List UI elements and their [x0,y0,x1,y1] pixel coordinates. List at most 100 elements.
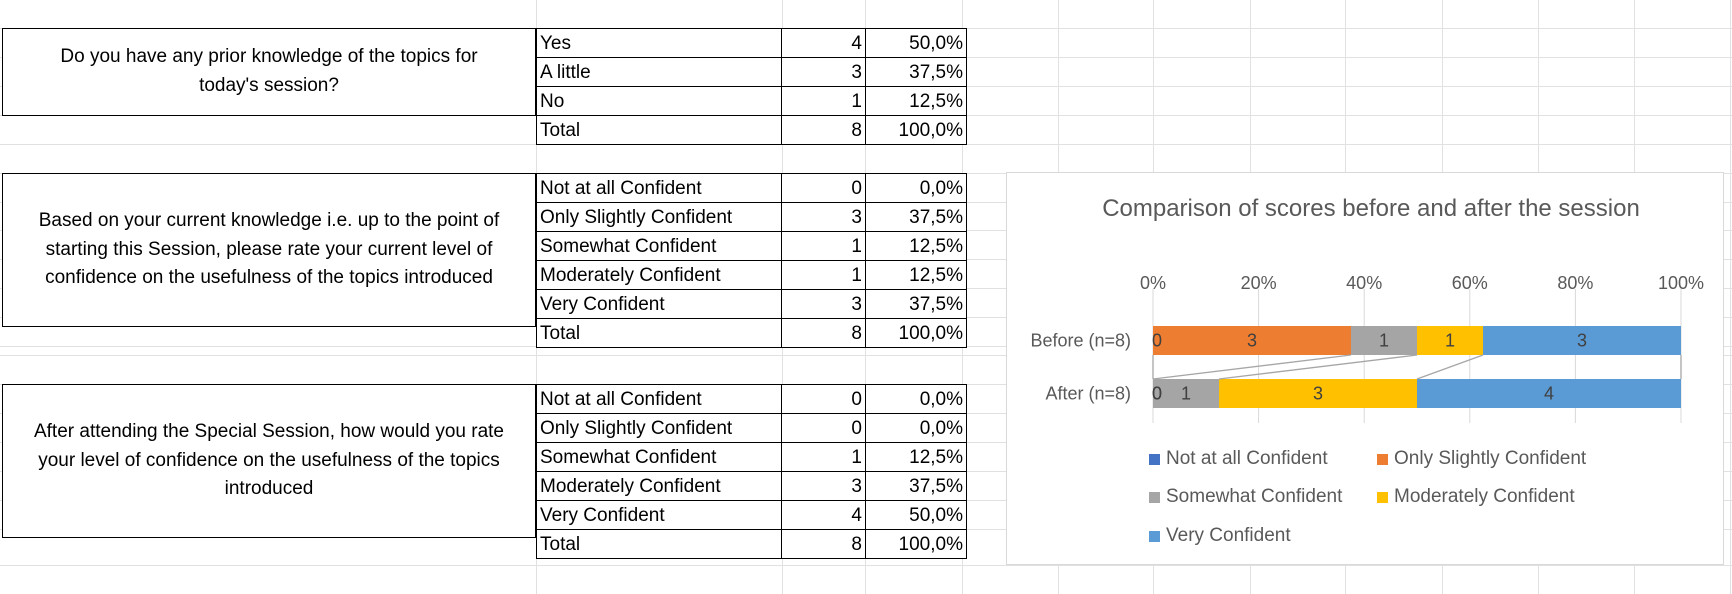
answer-count[interactable]: 1 [781,86,866,116]
answer-label[interactable]: A little [536,57,782,87]
table-row[interactable]: Only Slightly Confident 3 37,5% [536,202,967,232]
answer-count[interactable]: 4 [781,28,866,58]
bar-segment[interactable] [1219,379,1417,408]
response-table-prior-knowledge: Yes 4 50,0% A little 3 37,5% No 1 12,5% … [536,28,967,145]
answer-percent[interactable]: 0,0% [865,413,967,443]
question-line: Do you have any prior knowledge of the t… [60,46,478,68]
data-label: 1 [1379,331,1389,351]
table-row[interactable]: Moderately Confident 1 12,5% [536,260,967,290]
total-label[interactable]: Total [536,318,782,348]
bar-segment[interactable] [1417,326,1483,355]
x-tick-label: 100% [1658,273,1704,293]
answer-percent[interactable]: 0,0% [865,173,967,203]
chart-title[interactable]: Comparison of scores before and after th… [1102,195,1640,222]
table-row[interactable]: A little 3 37,5% [536,57,967,87]
bar-segment[interactable] [1483,326,1681,355]
answer-count[interactable]: 3 [781,57,866,87]
bar-segment[interactable] [1153,326,1351,355]
question-cell-confidence-after[interactable]: After attending the Special Session, how… [2,384,536,538]
table-row[interactable]: Yes 4 50,0% [536,28,967,58]
answer-label[interactable]: Only Slightly Confident [536,413,782,443]
legend-swatch [1149,453,1160,465]
total-percent[interactable]: 100,0% [865,529,967,559]
table-row[interactable]: Very Confident 3 37,5% [536,289,967,319]
legend-item[interactable]: Not at all Confident [1149,448,1328,470]
answer-count[interactable]: 0 [781,384,866,414]
answer-label[interactable]: Somewhat Confident [536,231,782,261]
answer-percent[interactable]: 12,5% [865,442,967,472]
answer-percent[interactable]: 50,0% [865,500,967,530]
answer-label[interactable]: Very Confident [536,500,782,530]
answer-count[interactable]: 1 [781,231,866,261]
x-tick-label: 60% [1452,273,1488,293]
answer-count[interactable]: 1 [781,260,866,290]
answer-label[interactable]: Very Confident [536,289,782,319]
table-row[interactable]: Somewhat Confident 1 12,5% [536,231,967,261]
answer-count[interactable]: 3 [781,289,866,319]
answer-count[interactable]: 0 [781,173,866,203]
x-tick-label: 80% [1557,273,1593,293]
answer-count[interactable]: 3 [781,202,866,232]
answer-percent[interactable]: 0,0% [865,384,967,414]
legend-swatch [1149,491,1160,503]
answer-label[interactable]: Moderately Confident [536,260,782,290]
table-row[interactable]: No 1 12,5% [536,86,967,116]
answer-count[interactable]: 0 [781,413,866,443]
total-count[interactable]: 8 [781,115,866,145]
answer-percent[interactable]: 12,5% [865,231,967,261]
bar-segment[interactable] [1351,326,1417,355]
table-row[interactable]: Moderately Confident 3 37,5% [536,471,967,501]
question-cell-confidence-before[interactable]: Based on your current knowledge i.e. up … [2,173,536,327]
table-row[interactable]: Total 8 100,0% [536,318,967,348]
table-row[interactable]: Somewhat Confident 1 12,5% [536,442,967,472]
total-count[interactable]: 8 [781,529,866,559]
question-cell-prior-knowledge[interactable]: Do you have any prior knowledge of the t… [2,28,536,116]
answer-label[interactable]: Somewhat Confident [536,442,782,472]
bar-segment[interactable] [1153,379,1219,408]
stacked-bar-chart[interactable]: Comparison of scores before and after th… [1006,172,1724,565]
legend-label: Moderately Confident [1394,486,1575,507]
data-label: 3 [1313,384,1323,404]
legend-swatch [1377,491,1388,503]
data-label: 1 [1445,331,1455,351]
answer-percent[interactable]: 37,5% [865,57,967,87]
legend-item[interactable]: Only Slightly Confident [1377,448,1586,470]
answer-count[interactable]: 1 [781,442,866,472]
answer-label[interactable]: No [536,86,782,116]
x-tick-label: 40% [1346,273,1382,293]
answer-label[interactable]: Only Slightly Confident [536,202,782,232]
answer-label[interactable]: Yes [536,28,782,58]
total-count[interactable]: 8 [781,318,866,348]
answer-count[interactable]: 4 [781,500,866,530]
data-label: 4 [1544,384,1554,404]
total-label[interactable]: Total [536,529,782,559]
table-row[interactable]: Not at all Confident 0 0,0% [536,173,967,203]
legend-item[interactable]: Moderately Confident [1377,486,1575,508]
answer-percent[interactable]: 12,5% [865,86,967,116]
legend-swatch [1149,530,1160,542]
legend-item[interactable]: Somewhat Confident [1149,486,1342,508]
answer-percent[interactable]: 37,5% [865,202,967,232]
question-line: introduced [224,478,314,500]
table-row[interactable]: Not at all Confident 0 0,0% [536,384,967,414]
total-percent[interactable]: 100,0% [865,115,967,145]
table-row[interactable]: Total 8 100,0% [536,115,967,145]
table-row[interactable]: Total 8 100,0% [536,529,967,559]
bar-segment[interactable] [1417,379,1681,408]
answer-label[interactable]: Moderately Confident [536,471,782,501]
answer-label[interactable]: Not at all Confident [536,384,782,414]
chart-plot-area[interactable]: 0% 20% 40% 60% 80% 100% Before (n=8) After (n=8… [1007,173,1723,564]
answer-percent[interactable]: 37,5% [865,471,967,501]
answer-label[interactable]: Not at all Confident [536,173,782,203]
table-row[interactable]: Very Confident 4 50,0% [536,500,967,530]
total-label[interactable]: Total [536,115,782,145]
category-label: After (n=8) [1045,384,1131,404]
answer-percent[interactable]: 50,0% [865,28,967,58]
total-percent[interactable]: 100,0% [865,318,967,348]
answer-percent[interactable]: 12,5% [865,260,967,290]
table-row[interactable]: Only Slightly Confident 0 0,0% [536,413,967,443]
response-table-confidence-before: Not at all Confident 0 0,0% Only Slightl… [536,173,967,348]
legend-item[interactable]: Very Confident [1149,525,1291,547]
answer-count[interactable]: 3 [781,471,866,501]
answer-percent[interactable]: 37,5% [865,289,967,319]
